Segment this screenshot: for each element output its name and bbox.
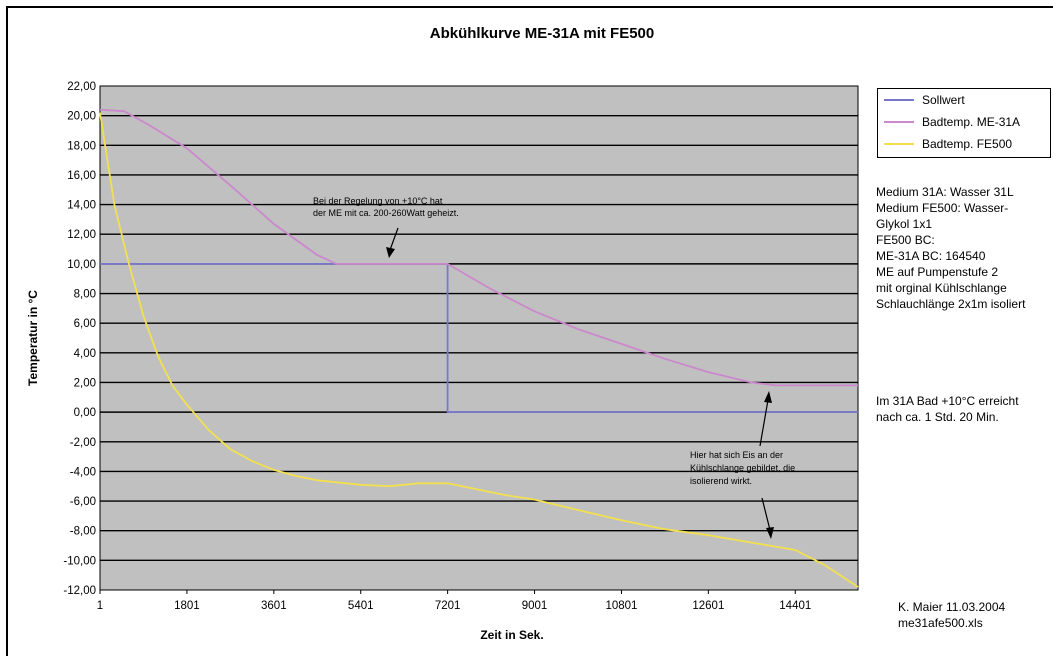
- note-line: Medium 31A: Wasser 31L: [876, 185, 1014, 199]
- annotation-text: isolierend wirkt.: [690, 476, 752, 486]
- series-lines: [99, 108, 859, 588]
- x-tick-label: 14401: [779, 600, 811, 612]
- note-line: nach ca. 1 Std. 20 Min.: [876, 410, 999, 424]
- x-tick-label: 9001: [522, 600, 548, 612]
- annotation-text: Kühlschlange gebildet, die: [690, 463, 795, 473]
- x-tick-label: 1: [97, 600, 103, 612]
- y-tick-label: -10,00: [63, 555, 96, 567]
- note-line: ME-31A BC: 164540: [876, 249, 986, 263]
- result-note: Im 31A Bad +10°C erreicht nach ca. 1 Std…: [876, 393, 1019, 425]
- annotation-text: der ME mit ca. 200-260Watt geheizt.: [313, 208, 459, 218]
- y-tick-label: 2,00: [74, 377, 96, 389]
- y-tick-label: 20,00: [67, 111, 96, 123]
- x-tick-label: 1801: [174, 600, 200, 612]
- annotation-arrow: [761, 497, 771, 531]
- series-sollwert: [100, 262, 858, 414]
- annotation-arrow: [759, 399, 769, 447]
- author-note: K. Maier 11.03.2004 me31afe500.xls: [898, 599, 1005, 631]
- y-tick-label: 22,00: [67, 81, 96, 93]
- annotation-arrowhead: [386, 247, 395, 258]
- gridlines: [100, 85, 858, 591]
- x-tick-label: 5401: [348, 600, 374, 612]
- x-tick-labels: 1 1801 3601 5401 7201 9001 10801 12601 14401: [97, 590, 811, 612]
- x-tick-label: 12601: [692, 600, 724, 612]
- legend: Sollwert Badtemp. ME-31A Badtemp. FE500: [877, 88, 1051, 158]
- legend-item-me31a: Badtemp. ME-31A: [884, 114, 1020, 130]
- annotation-arrowhead: [764, 391, 772, 403]
- annotation-arrowhead: [766, 527, 774, 539]
- note-line: Im 31A Bad +10°C erreicht: [876, 394, 1019, 408]
- note-line: Medium FE500: Wasser-: [876, 201, 1009, 215]
- y-tick-labels: 22,00 20,00 18,00 16,00 14,00 12,00 10,00 8,00 6…: [63, 81, 96, 597]
- y-tick-label: 14,00: [67, 200, 96, 212]
- annotations: Bei der Regelung von +10°C hat der ME mit…: [313, 196, 795, 539]
- series-me31a: [99, 108, 858, 387]
- note-line: mit orginal Kühlschlange: [876, 281, 1007, 295]
- y-axis-title: Temperatur in °C: [26, 290, 40, 386]
- legend-label: Badtemp. ME-31A: [922, 115, 1021, 129]
- note-line: Schlauchlänge 2x1m isoliert: [876, 297, 1026, 311]
- x-tick-label: 7201: [435, 600, 461, 612]
- y-tick-label: 6,00: [74, 318, 96, 330]
- x-tick-label: 3601: [261, 600, 287, 612]
- annotation-arrow: [389, 227, 399, 251]
- y-tick-label: 16,00: [67, 170, 96, 182]
- legend-item-sollwert: Sollwert: [884, 92, 965, 108]
- note-line: Glykol 1x1: [876, 217, 933, 231]
- y-tick-label: -2,00: [70, 437, 96, 449]
- chart-frame: [6, 6, 1053, 656]
- legend-swatch: [884, 121, 914, 123]
- plot-area: [99, 85, 859, 591]
- note-line: ME auf Pumpenstufe 2: [876, 265, 999, 279]
- medium-notes: Medium 31A: Wasser 31L Medium FE500: Was…: [876, 184, 1025, 312]
- y-tick-label: 12,00: [67, 229, 96, 241]
- y-tick-label: -6,00: [70, 496, 96, 508]
- legend-swatch: [884, 143, 914, 145]
- note-line: FE500 BC:: [876, 233, 935, 247]
- annotation-text: Hier hat sich Eis an der: [690, 450, 783, 460]
- note-line: me31afe500.xls: [898, 616, 983, 630]
- series-fe500: [99, 112, 859, 588]
- y-tick-label: 4,00: [74, 348, 96, 360]
- note-line: K. Maier 11.03.2004: [898, 600, 1006, 614]
- legend-label: Badtemp. FE500: [922, 137, 1013, 151]
- y-tick-label: 18,00: [67, 140, 96, 152]
- x-axis-title: Zeit in Sek.: [480, 628, 543, 642]
- legend-label: Sollwert: [922, 93, 965, 107]
- y-tick-label: 0,00: [74, 407, 96, 419]
- y-tick-label: -12,00: [63, 585, 96, 597]
- legend-swatch: [884, 99, 914, 101]
- y-tick-label: 10,00: [67, 259, 96, 271]
- x-tick-label: 10801: [605, 600, 637, 612]
- y-tick-label: -8,00: [70, 526, 96, 538]
- y-tick-label: -4,00: [70, 466, 96, 478]
- chart-title: Abkühlkurve ME-31A mit FE500: [430, 25, 655, 42]
- legend-item-fe500: Badtemp. FE500: [884, 136, 1012, 152]
- y-tick-label: 8,00: [74, 289, 96, 301]
- annotation-text: Bei der Regelung von +10°C hat: [313, 196, 443, 206]
